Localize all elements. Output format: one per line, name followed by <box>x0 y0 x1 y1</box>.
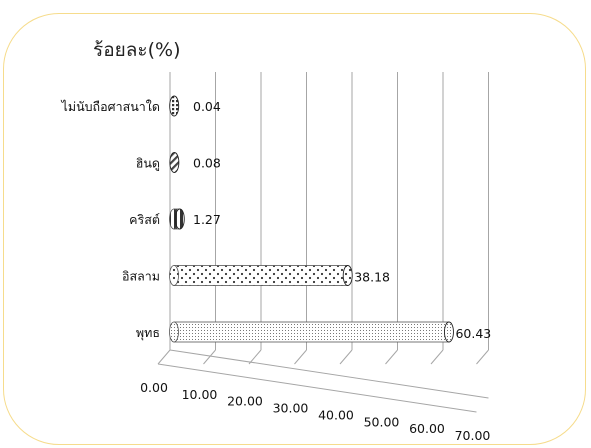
floor-edge <box>169 349 489 399</box>
x-tick-label: 50.00 <box>364 414 400 429</box>
value-label: 38.18 <box>354 270 390 285</box>
bar-end-cap <box>169 95 180 117</box>
bar-end-cap <box>174 208 185 230</box>
bar <box>169 265 353 286</box>
value-labels: 0.04 0.08 1.27 38.18 60.43 <box>193 99 491 341</box>
floor-line <box>248 349 262 365</box>
floor-line <box>157 349 171 365</box>
bars <box>169 95 454 343</box>
x-tick-label: 70.00 <box>455 428 491 443</box>
x-tick-label: 0.00 <box>140 380 168 395</box>
grid <box>157 72 489 413</box>
floor-front-edge <box>157 363 477 413</box>
category-label: อิสลาม <box>122 269 160 284</box>
category-label: คริสต์ <box>129 212 160 227</box>
category-label: ไม่นับถือศาสนาใด <box>61 99 160 114</box>
bar-body <box>173 321 450 343</box>
value-label: 60.43 <box>455 326 491 341</box>
x-tick-label: 30.00 <box>273 401 309 416</box>
floor-line <box>339 349 353 365</box>
x-tick-label: 20.00 <box>227 394 263 409</box>
chart-frame <box>3 13 586 445</box>
x-tick-label: 40.00 <box>318 407 354 422</box>
x-tick-label: 10.00 <box>182 387 218 402</box>
value-label: 0.08 <box>193 156 221 171</box>
x-tick-label: 60.00 <box>409 421 445 436</box>
category-label: ฮินดู <box>136 156 160 172</box>
bar <box>169 95 180 117</box>
bar-end-cap <box>342 265 353 286</box>
value-label: 1.27 <box>193 212 221 227</box>
value-label: 0.04 <box>193 99 221 114</box>
x-tick-labels: 0.00 10.00 20.00 30.00 40.00 50.00 60.00 70.00 <box>140 380 490 443</box>
floor-line <box>430 349 444 365</box>
bar-base-cap <box>169 265 179 286</box>
unit-label: ร้อยละ(%) <box>93 39 180 61</box>
bar-end-cap <box>444 321 454 343</box>
bar <box>169 152 180 173</box>
bar-base-cap <box>169 321 179 343</box>
bar <box>169 321 454 343</box>
bar-end-cap <box>169 152 180 173</box>
floor-line <box>476 349 489 365</box>
category-label: พุทธ <box>136 325 160 341</box>
bar <box>169 208 185 230</box>
floor-line <box>203 349 216 365</box>
floor-line <box>294 349 307 365</box>
floor-line <box>385 349 398 365</box>
bar-body <box>173 265 349 286</box>
